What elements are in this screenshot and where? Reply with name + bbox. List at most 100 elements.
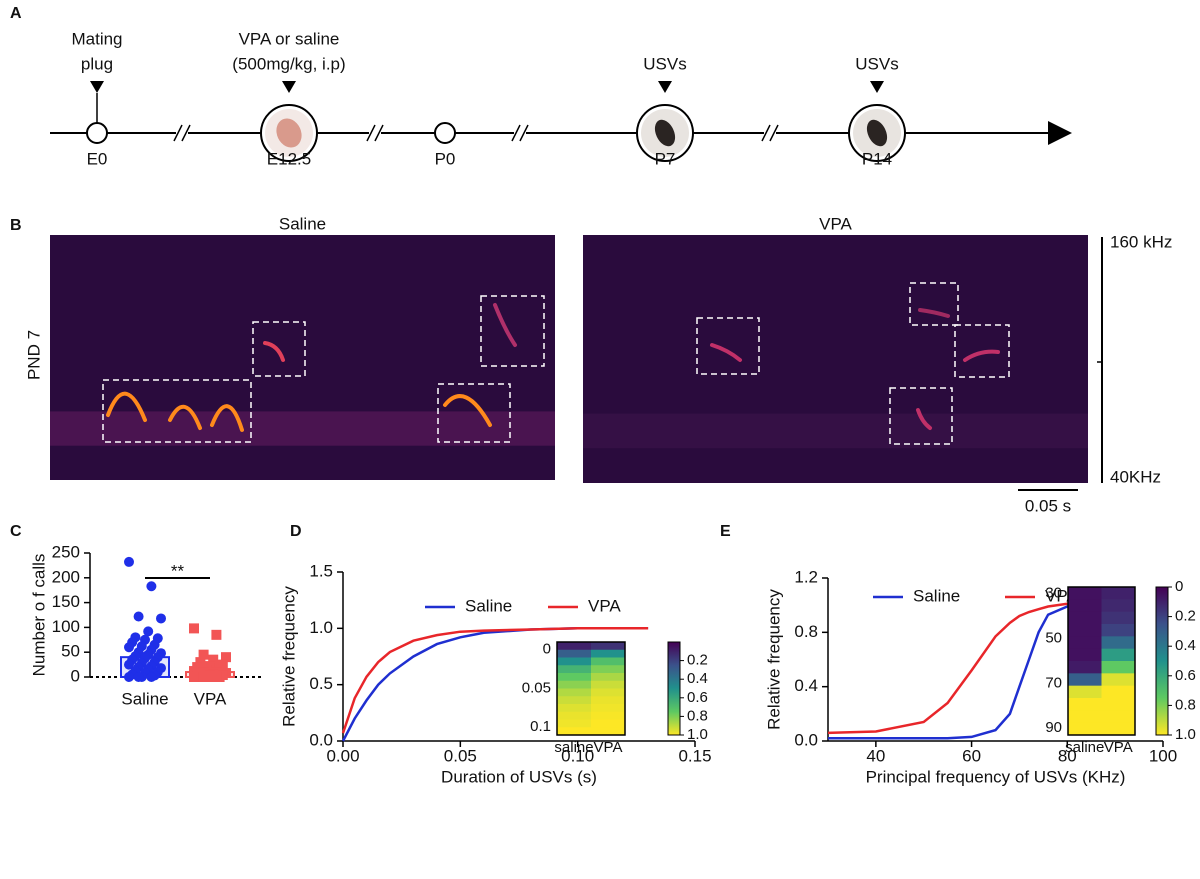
heatmap-cell [1068, 599, 1102, 613]
panel-letter: C [10, 523, 22, 540]
spectrogram-title: Saline [279, 214, 326, 233]
event-pointer [282, 81, 296, 93]
y-tick-label: 1.5 [309, 561, 333, 580]
legend-label: Saline [465, 596, 512, 615]
inset-y-tick-label: 50 [1045, 630, 1062, 647]
inset-y-tick-label: 0.1 [530, 718, 551, 735]
heatmap-cell [591, 657, 626, 666]
y-tick-label: 0 [71, 666, 80, 685]
inset-column-label: saline [554, 739, 593, 756]
x-tick-label: 0.00 [326, 746, 359, 765]
data-point [146, 672, 157, 682]
x-tick-label: 0.05 [444, 746, 477, 765]
heatmap-cell [1068, 648, 1102, 662]
event-label: P14 [862, 149, 892, 168]
series-line [827, 601, 1116, 735]
usv-call [210, 404, 244, 432]
inset-y-tick-label: 70 [1045, 674, 1062, 691]
y-axis-label: Relative frequency [279, 586, 298, 727]
colorbar-tick-label: 0.2 [687, 652, 708, 669]
heatmap-cell [1101, 611, 1136, 625]
usv-call [168, 405, 202, 430]
call-box [480, 295, 545, 367]
y-tick-label: 0.8 [794, 622, 818, 641]
heatmap-cell [1101, 710, 1136, 724]
event-pointer [90, 81, 104, 93]
heatmap-cell [591, 727, 626, 736]
heatmap-cell [1101, 685, 1136, 699]
embryo-icon [866, 119, 888, 147]
colorbar-tick-label: 1.0 [687, 726, 708, 743]
heatmap-cell [1101, 599, 1136, 613]
heatmap-cell [1101, 661, 1136, 674]
colorbar-tick-label: 0.2 [1175, 608, 1196, 625]
colorbar-tick-label: 0.6 [687, 689, 708, 706]
embryo-icon [654, 119, 676, 147]
heatmap-cell [1101, 648, 1136, 662]
heatmap-cell [591, 642, 626, 651]
embryo-icon [276, 118, 302, 148]
data-point [143, 626, 154, 637]
heatmap-cell [1068, 673, 1102, 687]
x-axis-label: Principal frequency of USVs (KHz) [866, 767, 1126, 786]
panel-letter: D [290, 523, 302, 540]
axis-break-gap [764, 125, 776, 141]
data-point [189, 623, 199, 634]
x-tick-label: 40 [866, 746, 885, 765]
heatmap-cell [591, 680, 626, 689]
data-point [124, 672, 134, 682]
data-point [133, 611, 144, 622]
event-annotation: VPA or saline [239, 29, 340, 48]
heatmap-cell [591, 649, 626, 658]
heatmap-cell [557, 704, 592, 713]
axis-break [374, 124, 384, 142]
legend-label: Saline [913, 586, 960, 605]
heatmap-cell [591, 711, 626, 720]
significance: ** [171, 561, 185, 580]
event-label: E0 [87, 149, 108, 168]
heatmap-cell [1068, 710, 1102, 724]
event-marker [434, 122, 456, 144]
inset-y-tick-label: 0 [543, 641, 551, 658]
noise-band [50, 411, 555, 446]
usv-call [963, 349, 1000, 362]
axis-break [769, 124, 779, 142]
x-tick-label: 80 [1058, 746, 1077, 765]
event-pointer [658, 81, 672, 93]
heatmap-cell [557, 727, 592, 736]
heatmap-cell [1068, 722, 1102, 736]
heatmap-cell [1068, 587, 1102, 600]
heatmap-cell [557, 719, 592, 728]
heatmap-cell [557, 665, 592, 674]
spectrogram-title: VPA [819, 214, 852, 233]
axis-break-gap [514, 125, 526, 141]
usv-call [443, 394, 492, 427]
event-label: E12.5 [267, 149, 311, 168]
heatmap-cell [591, 673, 626, 682]
heatmap-cell [1068, 624, 1102, 637]
heatmap-cell [557, 642, 592, 651]
y-tick-label: 0.0 [309, 730, 333, 749]
row-label: PND 7 [24, 330, 43, 380]
call-box [437, 383, 511, 443]
data-point [124, 556, 134, 567]
colorbar-tick-label: 0.4 [1175, 637, 1196, 654]
heatmap-cell [557, 688, 592, 697]
heatmap-cell [1068, 661, 1102, 674]
data-point [146, 581, 157, 592]
heatmap-cell [1068, 698, 1102, 711]
event-annotation: plug [81, 54, 113, 73]
event-annotation: (500mg/kg, i.p) [232, 54, 345, 73]
frequency-bottom: 40KHz [1110, 467, 1161, 486]
heatmap-cell [557, 680, 592, 689]
y-tick-label: 0.0 [794, 730, 818, 749]
heatmap-cell [591, 704, 626, 713]
data-point [133, 672, 144, 682]
usv-call [106, 391, 147, 422]
usv-call [263, 341, 285, 362]
heatmap-cell [1068, 611, 1102, 625]
data-point [211, 672, 222, 682]
axis-break [519, 124, 529, 142]
call-box [696, 317, 760, 375]
